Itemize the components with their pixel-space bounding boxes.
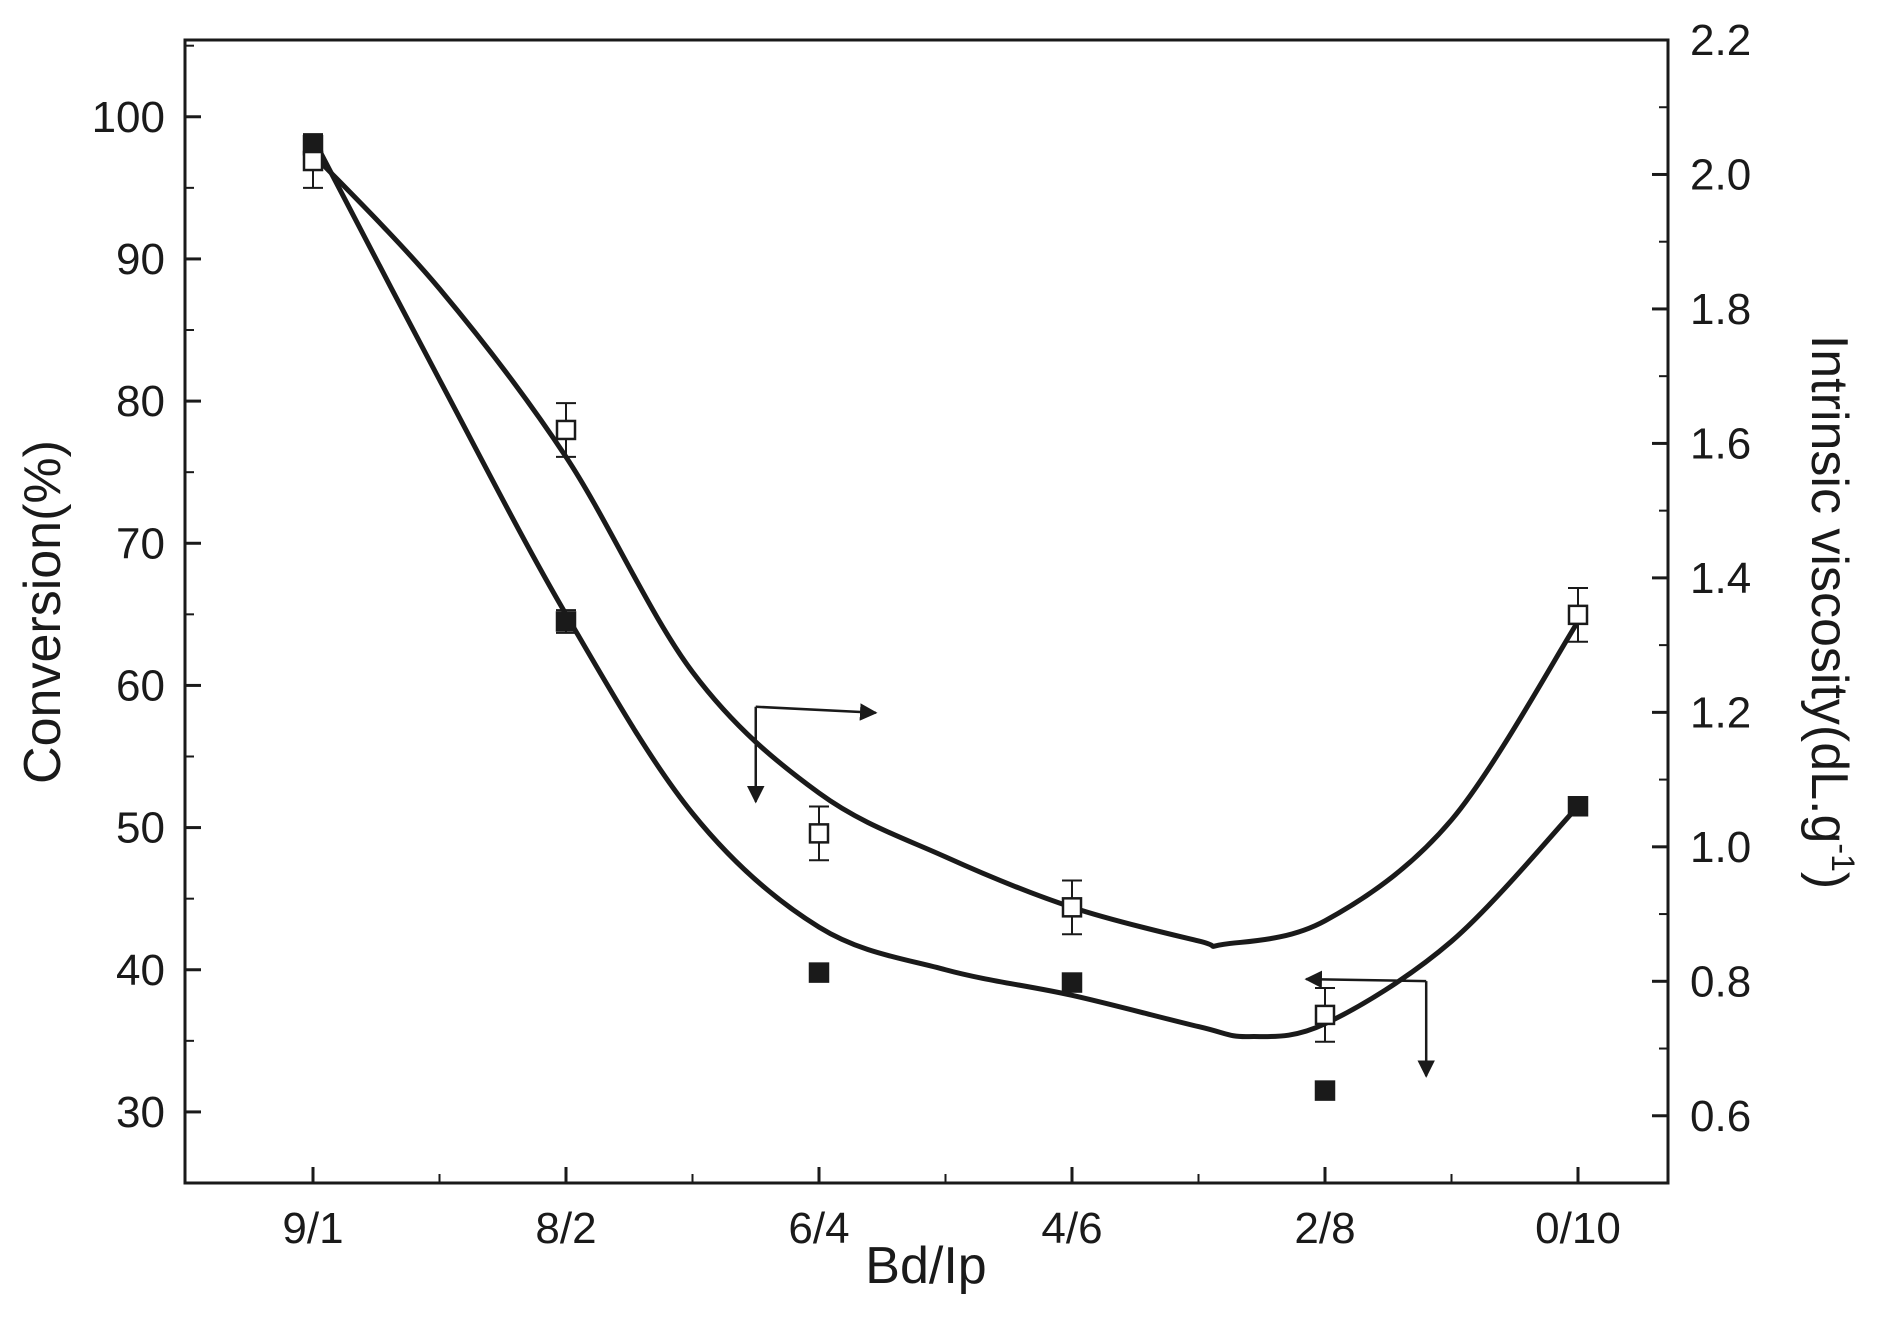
open-square-point: [1314, 1004, 1336, 1026]
left-axis-tick-label: 40: [116, 946, 165, 995]
right-axis-tick-label: 1.0: [1690, 823, 1751, 872]
right-axis-tick-label: 2.0: [1690, 150, 1751, 199]
open-square-point: [1567, 604, 1589, 626]
left-axis: 30 40 50 60 70 80 90 100: [92, 44, 201, 1184]
left-axis-tick-label: 30: [116, 1088, 165, 1137]
left-axis-tick-label: 90: [116, 235, 165, 284]
open-square-point: [302, 150, 324, 172]
fit-curves: [310, 135, 1581, 1040]
filled-square-point: [1567, 796, 1589, 817]
right-axis-tick-label: 0.6: [1690, 1092, 1751, 1141]
open-square-point: [1061, 897, 1083, 918]
filled-square-point: [1314, 1080, 1336, 1101]
plot-frame: [183, 38, 1670, 1185]
right-axis-tick-label: 1.4: [1690, 554, 1751, 603]
right-axis-tick-label: 1.8: [1690, 285, 1751, 334]
left-axis-tick-label: 60: [116, 661, 165, 710]
left-axis-tick-label: 80: [116, 377, 165, 426]
x-axis-tick-label: 2/8: [1294, 1204, 1355, 1253]
y-left-axis-label: Conversion(%): [14, 440, 72, 784]
filled-square-point: [1061, 972, 1083, 993]
right-axis-tick-label: 1.6: [1690, 419, 1751, 468]
left-axis-tick-label: 100: [92, 93, 165, 142]
indicator-arrows: [747, 703, 1435, 1078]
x-axis-tick-label: 8/2: [535, 1204, 596, 1253]
open-square-point: [808, 823, 830, 844]
fit-curve-open-square: [310, 151, 1581, 949]
y-right-axis-label-end: ): [1800, 872, 1858, 889]
right-axis-tick-label: 1.2: [1690, 688, 1751, 737]
left-axis-tick-label: 70: [116, 519, 165, 568]
open-square-point: [555, 419, 577, 441]
x-axis-tick-label: 6/4: [788, 1204, 849, 1253]
y-right-axis-label-main: Intrinsic viscosity(dL.g: [1800, 335, 1858, 844]
right-axis-tick-label: 0.8: [1690, 957, 1751, 1006]
filled-square-point: [555, 611, 577, 632]
x-axis-tick-label: 0/10: [1535, 1204, 1621, 1253]
x-axis-tick-label: 4/6: [1041, 1204, 1102, 1253]
x-axis: 9/1 8/2 6/4 4/6 2/8 0/10: [282, 1167, 1621, 1253]
indicator-arrow-horizontal: [755, 703, 878, 721]
filled-square-point: [808, 962, 830, 983]
right-axis: 0.6 0.8 1.0 1.2 1.4 1.6 1.8 2.0 2.2: [1652, 16, 1751, 1184]
left-axis-tick-label: 50: [116, 804, 165, 853]
x-axis-tick-label: 9/1: [282, 1204, 343, 1253]
right-axis-tick-label: 2.2: [1690, 16, 1751, 65]
data-points: [302, 133, 1589, 1101]
x-axis-label: Bd/Ip: [865, 1237, 986, 1295]
y-right-axis-label: Intrinsic viscosity(dL.g-1): [1800, 335, 1861, 889]
y-right-axis-label-sup: -1: [1825, 843, 1861, 871]
fit-curve-filled-square: [310, 135, 1581, 1040]
indicator-arrow-horizontal: [1304, 970, 1427, 989]
